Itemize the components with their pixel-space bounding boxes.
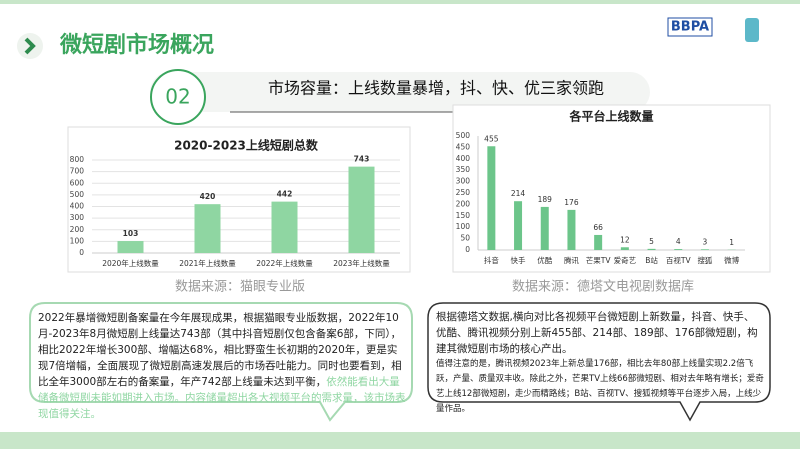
note: 值得注意的是，腾讯视频2023年上新总量176部，相比去年80部上线量实现2.2… xyxy=(436,359,764,414)
bar xyxy=(271,201,298,253)
bar xyxy=(647,248,656,250)
x-tick-label: 2023年上线数量 xyxy=(333,258,390,268)
x-tick-label: 优酷 xyxy=(537,255,552,265)
paragraph: 2022年暴增微短剧备案量在今年展现成果，根据猫眼专业版数据，2022年10月-… xyxy=(38,310,406,422)
y-tick-label: 500 xyxy=(70,190,85,199)
x-tick-label: 爱奇艺 xyxy=(614,255,637,265)
bar xyxy=(567,209,576,250)
data-label: 214 xyxy=(511,189,526,198)
chevron xyxy=(24,37,36,55)
data-label: 5 xyxy=(649,237,654,246)
y-tick-label: 600 xyxy=(70,178,85,187)
callout xyxy=(427,302,771,422)
bar xyxy=(540,206,549,250)
text: 根据德塔文数据,横向对比各视频平台微短剧上新数量，抖音、快手、优酷、腾讯视频分别… xyxy=(436,311,758,355)
x-tick-label: 快手 xyxy=(511,255,526,265)
y-tick-label: 800 xyxy=(70,155,85,164)
chart-frame xyxy=(452,104,771,273)
chevron-bg xyxy=(17,33,43,59)
y-tick-label: 450 xyxy=(456,142,471,151)
bar xyxy=(700,249,709,250)
data-label: 420 xyxy=(200,192,216,201)
section-number: 02 xyxy=(165,85,190,109)
data-label: 12 xyxy=(620,235,630,244)
top-band xyxy=(0,0,800,4)
y-tick-label: 300 xyxy=(456,177,471,186)
bar xyxy=(194,204,221,253)
source: 数据来源：猫眼专业版 xyxy=(175,280,305,295)
section-band xyxy=(150,72,650,112)
y-tick-label: 200 xyxy=(70,225,85,234)
callout xyxy=(29,302,413,422)
y-tick-label: 350 xyxy=(456,165,471,174)
logo: BBPA xyxy=(671,20,709,35)
y-tick-label: 100 xyxy=(70,236,85,245)
data-label: 1 xyxy=(729,238,734,247)
section-title: 市场容量：上线数量暴增，抖、快、优三家领跑 xyxy=(268,79,604,98)
bar xyxy=(487,146,496,250)
bar xyxy=(594,234,603,250)
y-tick-label: 0 xyxy=(79,248,84,257)
bar xyxy=(117,241,144,253)
logo-frame xyxy=(667,17,713,37)
y-tick-label: 400 xyxy=(70,202,85,211)
x-tick-label: 2020年上线数量 xyxy=(102,258,159,268)
page-title: 微短剧市场概况 xyxy=(59,32,214,58)
data-label: 455 xyxy=(484,134,499,143)
bar xyxy=(348,166,375,253)
y-tick-label: 100 xyxy=(456,222,471,231)
y-tick-label: 150 xyxy=(456,211,471,220)
x-tick-label: 搜狐 xyxy=(697,255,712,265)
logo-icon xyxy=(745,18,759,42)
y-tick-label: 300 xyxy=(70,213,85,222)
x-tick-label: 2021年上线数量 xyxy=(179,258,236,268)
paragraph: 根据德塔文数据,横向对比各视频平台微短剧上新数量，抖音、快手、优酷、腾讯视频分别… xyxy=(436,309,764,417)
y-tick-label: 200 xyxy=(456,199,471,208)
data-label: 189 xyxy=(538,195,553,204)
y-tick-label: 250 xyxy=(456,188,471,197)
data-label: 743 xyxy=(354,155,370,164)
source: 数据来源：德塔文电视剧数据库 xyxy=(512,279,694,295)
highlight: 依然能看出大量储备微短剧未能如期进入市场。内容储量超出各大视频平台的需求量，该市… xyxy=(38,376,406,420)
data-label: 176 xyxy=(564,198,579,207)
y-tick-label: 50 xyxy=(460,234,470,243)
y-tick-label: 500 xyxy=(456,131,471,140)
y-tick-label: 0 xyxy=(465,245,470,254)
section-badge xyxy=(150,69,206,125)
bar xyxy=(514,201,523,250)
x-tick-label: 微博 xyxy=(724,255,739,265)
bar xyxy=(674,249,683,250)
data-label: 4 xyxy=(676,237,681,246)
x-tick-label: 抖音 xyxy=(484,255,499,265)
x-tick-label: B站 xyxy=(645,255,658,265)
data-label: 3 xyxy=(703,237,708,246)
x-tick-label: 芒果TV xyxy=(586,255,612,265)
y-tick-label: 400 xyxy=(456,154,471,163)
bottom-band xyxy=(0,432,800,449)
data-label: 66 xyxy=(593,223,603,232)
x-tick-label: 百视TV xyxy=(666,255,692,265)
x-tick-label: 腾讯 xyxy=(564,255,579,265)
chart-title: 各平台上线数量 xyxy=(568,109,653,124)
data-label: 442 xyxy=(277,190,293,199)
text: 2022年暴增微短剧备案量在今年展现成果，根据猫眼专业版数据，2022年10月-… xyxy=(38,312,402,388)
bar xyxy=(620,247,629,250)
data-label: 103 xyxy=(123,229,139,238)
chart-title: 2020-2023上线短剧总数 xyxy=(174,138,319,153)
y-tick-label: 700 xyxy=(70,167,85,176)
x-tick-label: 2022年上线数量 xyxy=(256,258,313,268)
